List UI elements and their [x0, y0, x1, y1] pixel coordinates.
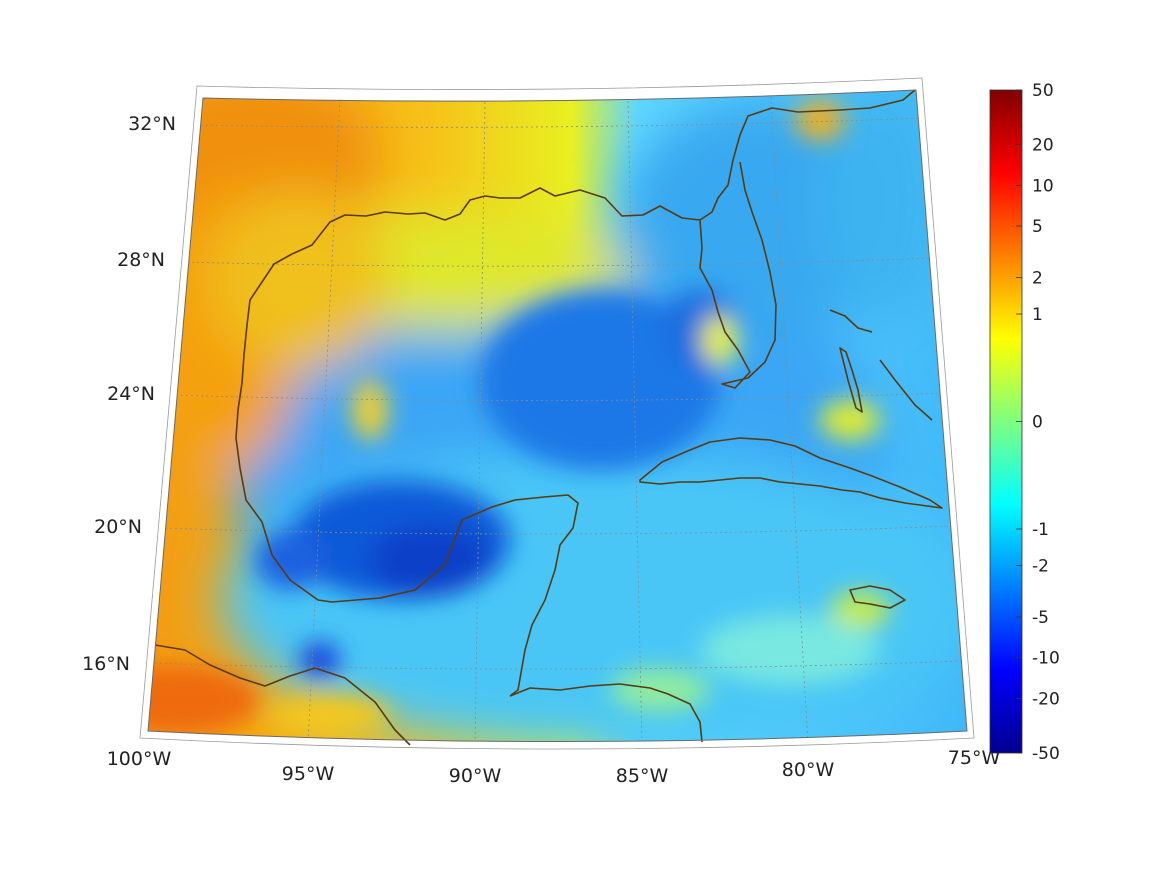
- longitude-labels: 100°W 95°W 90°W 85°W 80°W 75°W: [107, 747, 1001, 787]
- lon-label-80w: 80°W: [782, 759, 835, 781]
- colorbar-tick-label: 10: [1032, 177, 1054, 197]
- colorbar-tick-label: 50: [1032, 81, 1054, 101]
- map-outer-frame: [139, 77, 975, 750]
- lon-label-75w: 75°W: [948, 747, 1001, 769]
- colorbar-tick-label: 1: [1032, 305, 1043, 325]
- colorbar-tick-label: -1: [1032, 520, 1049, 540]
- map-frame: [147, 89, 968, 742]
- lon-label-85w: 85°W: [616, 765, 669, 787]
- colorbar-tick-label: 2: [1032, 269, 1043, 289]
- lat-label-16: 16°N: [82, 653, 130, 675]
- colorbar-tick-label: 20: [1032, 136, 1054, 156]
- graticule: [149, 96, 963, 742]
- lat-label-24: 24°N: [107, 383, 155, 405]
- lat-label-20: 20°N: [94, 516, 142, 538]
- data-field: [148, 90, 967, 742]
- lon-label-90w: 90°W: [449, 765, 502, 787]
- colorbar-tick-label: -20: [1032, 689, 1060, 709]
- latitude-labels: 32°N 28°N 24°N 20°N 16°N: [82, 113, 176, 675]
- lat-label-32: 32°N: [128, 113, 176, 135]
- colorbar-tick-label: -50: [1032, 744, 1060, 764]
- lat-label-28: 28°N: [117, 249, 165, 271]
- colorbar-tick-label: -2: [1032, 556, 1049, 576]
- colorbar-tick-label: 0: [1032, 413, 1043, 433]
- coastlines: [154, 89, 943, 746]
- colorbar-tick-label: 5: [1032, 217, 1043, 237]
- colorbar-tick-label: -10: [1032, 648, 1060, 668]
- lon-label-100w: 100°W: [107, 748, 172, 770]
- colorbar-tick-label: -5: [1032, 608, 1049, 628]
- lon-label-95w: 95°W: [282, 763, 335, 785]
